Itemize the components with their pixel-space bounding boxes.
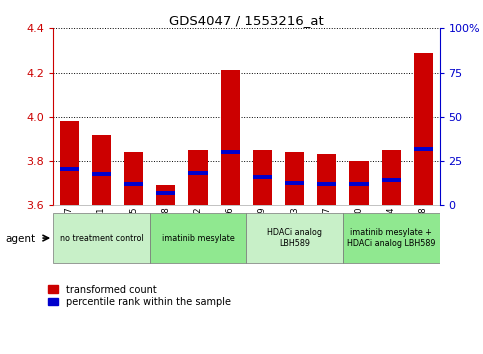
Bar — [285, 181, 304, 185]
Title: GDS4047 / 1553216_at: GDS4047 / 1553216_at — [169, 14, 324, 27]
Bar — [92, 172, 111, 176]
Legend: transformed count, percentile rank within the sample: transformed count, percentile rank withi… — [48, 285, 231, 307]
FancyBboxPatch shape — [343, 213, 440, 263]
Bar — [382, 178, 401, 182]
Bar — [253, 150, 272, 205]
Bar — [317, 154, 337, 205]
Bar — [349, 182, 369, 186]
Text: agent: agent — [6, 234, 36, 244]
FancyBboxPatch shape — [150, 213, 246, 263]
FancyBboxPatch shape — [53, 213, 150, 263]
Bar — [349, 161, 369, 205]
Bar — [124, 182, 143, 186]
Bar — [221, 70, 240, 205]
Bar — [188, 171, 208, 175]
Bar — [285, 152, 304, 205]
Bar — [59, 121, 79, 205]
Bar — [156, 191, 175, 195]
Bar — [382, 150, 401, 205]
Text: imatinib mesylate +
HDACi analog LBH589: imatinib mesylate + HDACi analog LBH589 — [347, 228, 436, 248]
Bar — [59, 167, 79, 171]
Bar — [124, 152, 143, 205]
Text: HDACi analog
LBH589: HDACi analog LBH589 — [267, 228, 322, 248]
Bar — [414, 147, 433, 151]
Bar — [317, 182, 337, 186]
Bar — [188, 150, 208, 205]
FancyBboxPatch shape — [246, 213, 343, 263]
Bar — [221, 150, 240, 154]
Bar — [92, 135, 111, 205]
Bar — [414, 53, 433, 205]
Text: imatinib mesylate: imatinib mesylate — [162, 234, 234, 242]
Bar — [253, 175, 272, 178]
Text: no treatment control: no treatment control — [59, 234, 143, 242]
Bar — [156, 185, 175, 205]
